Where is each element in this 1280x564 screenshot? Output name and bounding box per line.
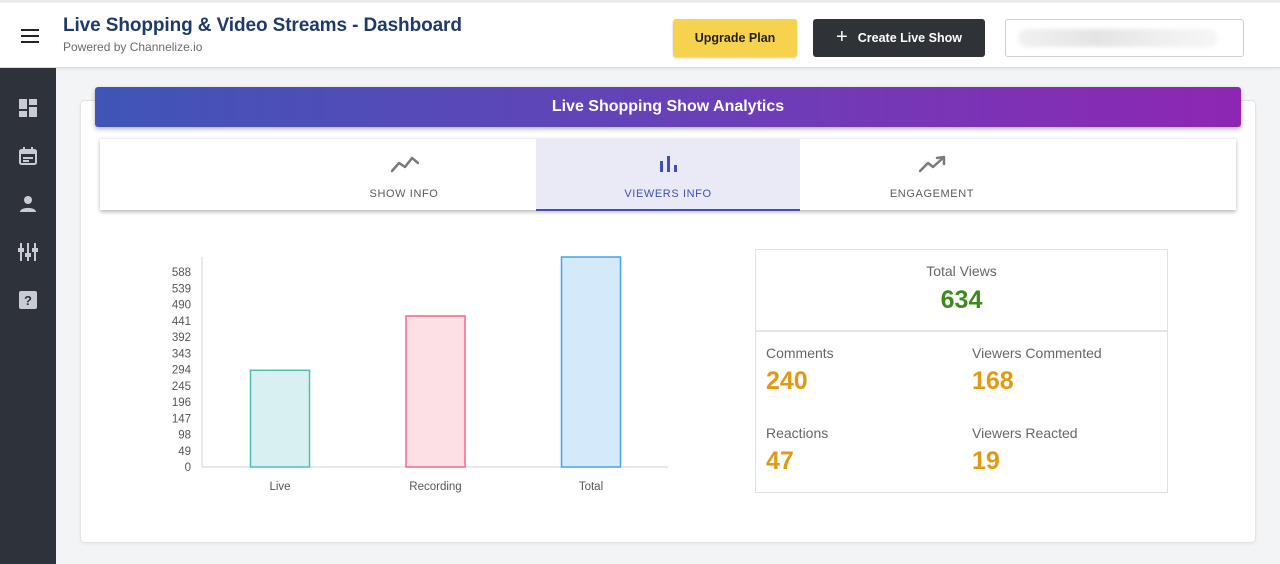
tab-engagement[interactable]: ENGAGEMENT [800, 139, 1064, 211]
y-tick-label: 539 [172, 283, 191, 295]
top-header: Live Shopping & Video Streams - Dashboar… [0, 0, 1280, 68]
comments-stat: Comments 240 [766, 345, 966, 396]
viewers-commented-stat: Viewers Commented 168 [972, 345, 1172, 396]
calendar-icon[interactable] [14, 142, 42, 170]
stats-panel: Total Views 634 Comments 240 Viewers Com… [755, 249, 1168, 493]
bar-live [249, 369, 311, 468]
page-subtitle: Powered by Channelize.io [63, 40, 203, 54]
y-tick-label: 196 [172, 397, 191, 409]
y-tick-label: 343 [172, 348, 191, 360]
y-tick-label: 0 [185, 462, 191, 474]
y-tick-label: 294 [172, 365, 192, 377]
tab-show-info[interactable]: SHOW INFO [272, 139, 536, 211]
svg-text:?: ? [24, 293, 32, 308]
settings-sliders-icon[interactable] [14, 238, 42, 266]
hamburger-menu-icon[interactable] [16, 24, 44, 48]
help-icon[interactable]: ? [14, 286, 42, 314]
y-tick-label: 392 [172, 332, 191, 344]
total-views-section: Total Views 634 [756, 250, 1167, 332]
y-tick-label: 588 [172, 267, 191, 279]
y-tick-label: 147 [172, 413, 191, 425]
line-chart-icon [390, 151, 420, 177]
total-views-value: 634 [940, 286, 983, 314]
bar-total [560, 256, 622, 468]
tab-label: ENGAGEMENT [889, 188, 975, 200]
comments-label: Comments [766, 345, 834, 361]
tab-viewers-info[interactable]: VIEWERS INFO [536, 139, 800, 211]
y-tick-label: 441 [172, 316, 191, 328]
tab-label: SHOW INFO [369, 188, 439, 200]
viewers-bar-chart: 0 49 98 147 196 245 294 343 392 441 490 539 588 Live R… [172, 256, 668, 493]
viewers-commented-label: Viewers Commented [972, 345, 1102, 361]
title-block: Live Shopping & Video Streams - Dashboar… [63, 15, 462, 54]
plus-icon: + [836, 26, 848, 48]
dashboard-icon[interactable] [14, 94, 42, 122]
total-views-label: Total Views [926, 263, 997, 279]
x-tick-label: Live [269, 481, 290, 493]
bar-chart-icon [654, 151, 684, 177]
y-tick-label: 49 [178, 446, 191, 458]
tab-label: VIEWERS INFO [624, 188, 712, 200]
y-tick-label: 490 [172, 300, 191, 312]
analytics-tabs: SHOW INFO VIEWERS INFO ENGAGEMENT [100, 138, 1236, 211]
analytics-banner: Live Shopping Show Analytics [95, 87, 1241, 127]
reactions-stat: Reactions 47 [766, 425, 966, 476]
create-live-show-button[interactable]: + Create Live Show [813, 19, 985, 57]
viewers-commented-value: 168 [972, 367, 1014, 395]
sidebar: ? [0, 68, 56, 564]
user-account-box[interactable] [1005, 19, 1244, 57]
x-tick-label: Total [579, 481, 603, 493]
x-tick-label: Recording [409, 481, 461, 493]
page-title: Live Shopping & Video Streams - Dashboar… [63, 15, 462, 36]
viewers-reacted-label: Viewers Reacted [972, 425, 1078, 441]
reactions-label: Reactions [766, 425, 829, 441]
viewers-reacted-value: 19 [972, 447, 1000, 475]
y-tick-label: 98 [178, 430, 191, 442]
blurred-user-info [1018, 29, 1218, 47]
comments-value: 240 [766, 367, 808, 395]
y-tick-label: 245 [172, 381, 191, 393]
reactions-value: 47 [766, 447, 794, 475]
create-live-show-label: Create Live Show [857, 31, 962, 45]
viewers-reacted-stat: Viewers Reacted 19 [972, 425, 1172, 476]
person-icon[interactable] [14, 190, 42, 218]
trending-up-icon [918, 151, 948, 177]
upgrade-plan-button[interactable]: Upgrade Plan [673, 19, 797, 57]
bar-recording [405, 315, 466, 468]
